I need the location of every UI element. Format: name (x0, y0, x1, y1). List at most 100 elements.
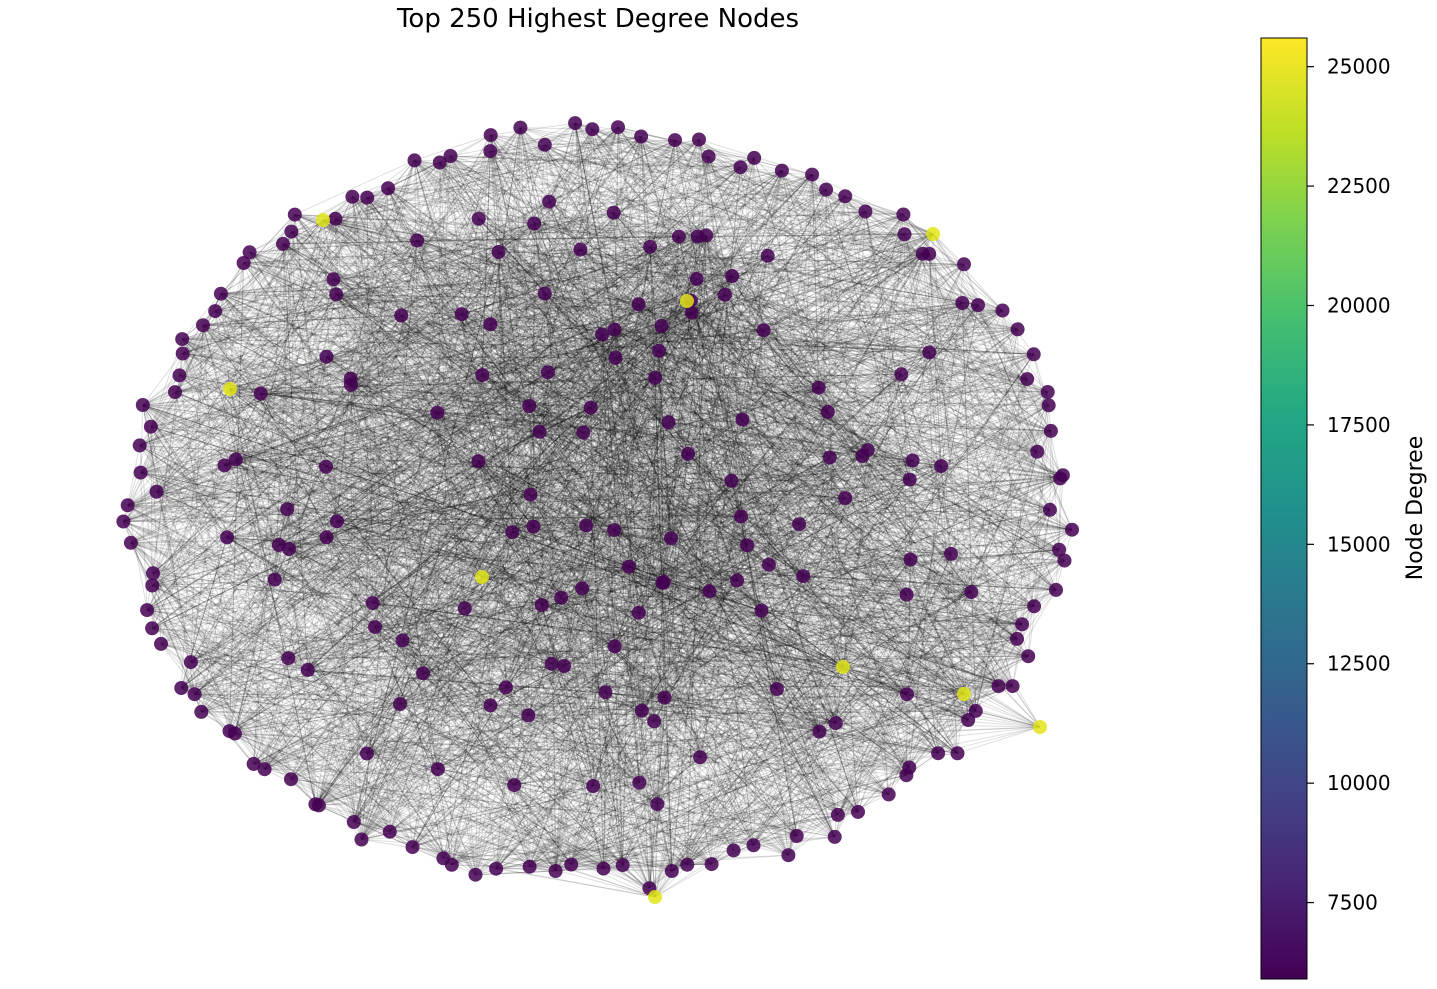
graph-node (208, 304, 223, 319)
graph-node (143, 419, 158, 434)
hub-node (1033, 720, 1047, 734)
graph-node (586, 779, 601, 793)
graph-node (174, 681, 189, 695)
graph-node (760, 248, 775, 263)
graph-node (326, 272, 341, 287)
graph-node (668, 133, 682, 148)
graph-node (319, 349, 334, 364)
graph-node (407, 153, 422, 168)
graph-node (881, 787, 896, 802)
graph-node (319, 530, 334, 545)
graph-node (647, 714, 662, 729)
graph-node (1021, 649, 1036, 664)
graph-node (242, 245, 257, 260)
graph-node (608, 350, 623, 365)
graph-node (579, 518, 594, 533)
graph-node (900, 687, 914, 702)
graph-node (747, 150, 762, 165)
graph-node (554, 590, 569, 605)
colorbar-tick-label: 25000 (1327, 55, 1391, 79)
graph-node (1053, 471, 1068, 486)
graph-node (756, 323, 771, 338)
graph-node (454, 307, 469, 322)
graph-node (187, 687, 202, 702)
hub-node (475, 570, 489, 584)
graph-node (643, 239, 658, 254)
graph-node (329, 514, 344, 529)
graph-node (513, 120, 528, 135)
graph-node (730, 573, 745, 588)
graph-node (471, 454, 486, 469)
graph-node (922, 345, 937, 360)
graph-node (284, 224, 299, 239)
graph-node (726, 843, 741, 858)
graph-node (931, 746, 946, 761)
graph-node (382, 824, 397, 839)
graph-node (329, 287, 344, 302)
graph-node (955, 296, 970, 310)
graph-node (573, 242, 588, 257)
graph-node (368, 620, 382, 635)
graph-node (534, 598, 549, 613)
graph-node (217, 458, 232, 473)
graph-node (828, 716, 843, 731)
graph-node (769, 682, 784, 696)
graph-node (822, 450, 837, 465)
colorbar-tick-label: 10000 (1327, 771, 1391, 795)
graph-node (120, 498, 135, 513)
graph-node (557, 659, 572, 673)
graph-node (754, 603, 769, 618)
graph-node (704, 857, 719, 872)
graph-node (1015, 617, 1030, 632)
graph-node (811, 380, 826, 395)
graph-node (1043, 423, 1058, 438)
graph-node (957, 257, 971, 272)
colorbar-tick-label: 20000 (1327, 293, 1391, 317)
graph-node (505, 525, 520, 540)
graph-node (950, 746, 965, 761)
graph-node (652, 343, 666, 358)
graph-node (606, 205, 621, 220)
graph-node (897, 227, 912, 242)
graph-node (527, 216, 542, 231)
graph-node (548, 864, 563, 878)
graph-node (661, 415, 676, 430)
graph-node (491, 245, 506, 259)
graph-node (116, 514, 131, 529)
graph-node (483, 698, 498, 713)
hub-node (957, 687, 971, 701)
graph-node (634, 703, 649, 718)
graph-node (827, 829, 842, 844)
graph-node (621, 559, 636, 574)
colorbar-ticks: 7500 10000 12500 15000 17500 20000 22500 25000 (1307, 55, 1391, 915)
graph-node (689, 271, 704, 286)
graph-node (381, 181, 396, 196)
graph-node (1026, 347, 1041, 362)
hub-node (836, 660, 850, 674)
graph-node (532, 424, 547, 439)
graph-node (1065, 522, 1079, 537)
graph-node (995, 303, 1010, 318)
graph-node (781, 848, 796, 863)
graph-node (585, 122, 600, 137)
graph-node (1027, 599, 1042, 614)
graph-node (475, 368, 490, 382)
graph-node (1030, 444, 1045, 459)
graph-node (542, 194, 557, 209)
graph-node (774, 163, 789, 178)
graph-node (405, 840, 420, 855)
graph-node (830, 807, 845, 822)
hub-node (316, 213, 330, 227)
graph-node (631, 297, 646, 312)
graph-node (1005, 679, 1020, 694)
graph-node (284, 772, 298, 787)
graph-node (483, 144, 498, 159)
nodes-layer (116, 116, 1079, 904)
graph-node (483, 317, 498, 332)
graph-node (443, 149, 458, 163)
graph-node (365, 596, 380, 610)
graph-node (236, 256, 251, 270)
graph-node (145, 578, 160, 593)
graph-node (410, 233, 425, 248)
graph-node (735, 412, 750, 427)
